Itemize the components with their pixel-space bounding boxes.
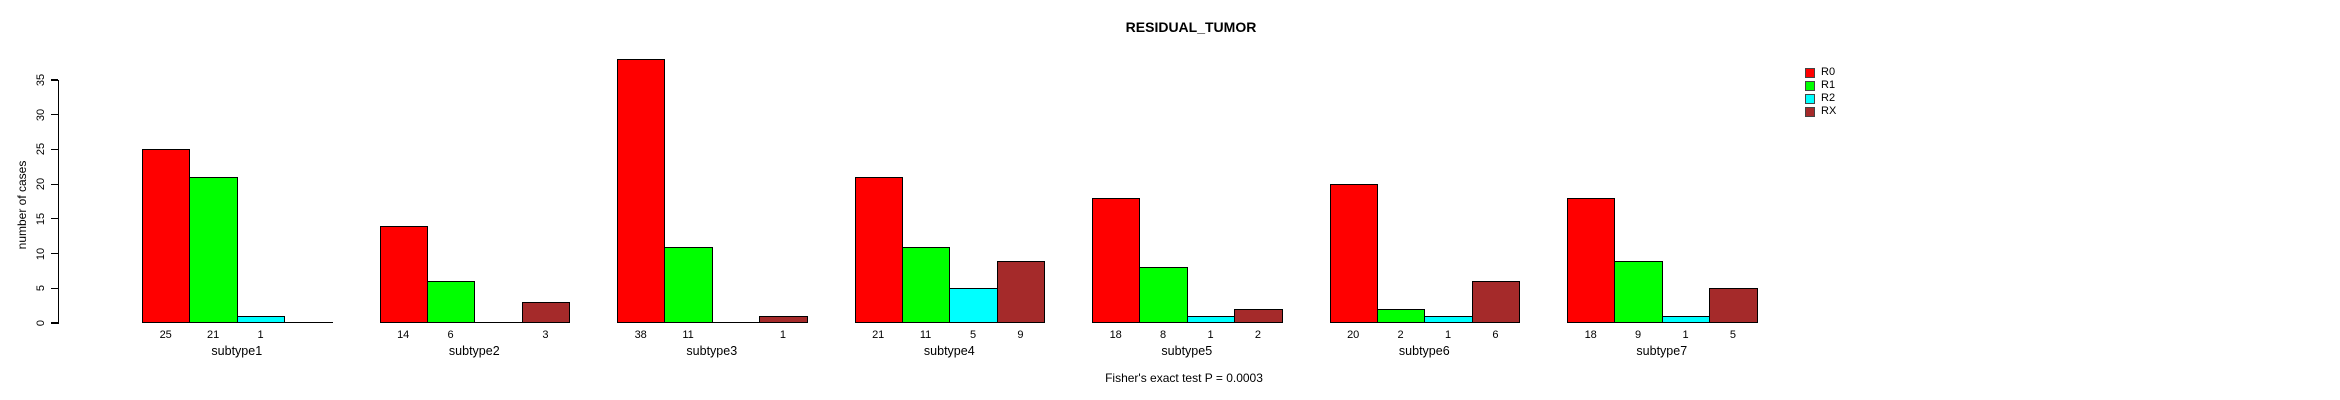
- bar-value-label: 1: [1682, 329, 1689, 341]
- legend-label: R2: [1821, 92, 1836, 104]
- bar-value-label: 11: [919, 329, 932, 341]
- y-tick: [51, 183, 58, 185]
- bar-value-label: 1: [1444, 329, 1452, 341]
- y-tick: [51, 79, 58, 81]
- y-tick: [51, 287, 58, 289]
- x-category-label: subtype6: [1398, 344, 1450, 358]
- bar-r0-subtype2: [379, 225, 428, 324]
- bar-r1-subtype5: [1139, 267, 1188, 324]
- legend-label: RX: [1821, 105, 1837, 117]
- bar-value-label: 21: [206, 329, 220, 341]
- bar-value-label: 2: [1397, 329, 1404, 341]
- bar-rx-subtype7: [1709, 288, 1758, 324]
- x-category-label: subtype2: [448, 344, 500, 358]
- bar-rx-subtype6: [1471, 281, 1521, 324]
- bar-r0-subtype5: [1092, 198, 1141, 324]
- y-tick-label: 10: [35, 247, 47, 260]
- y-axis-line: [57, 80, 60, 324]
- bar-value-label: 8: [1160, 329, 1167, 341]
- bar-rx-subtype4: [996, 260, 1046, 324]
- bar-r2-subtype7: [1661, 316, 1711, 324]
- y-tick-label: 5: [35, 285, 47, 292]
- bar-value-label: 20: [1347, 329, 1360, 341]
- legend-item-r0: R0: [1805, 66, 1836, 79]
- bar-value-label: 5: [1729, 329, 1736, 341]
- bar-value-label: 6: [447, 329, 454, 341]
- legend-swatch-r0: [1805, 67, 1815, 78]
- bar-value-label: 5: [969, 329, 977, 341]
- y-tick: [51, 148, 58, 151]
- bar-value-label: 18: [1584, 329, 1597, 341]
- legend-label: R1: [1821, 79, 1836, 91]
- legend-label: R0: [1821, 66, 1836, 78]
- legend-item-rx: RX: [1805, 105, 1836, 118]
- bar-r1-subtype7: [1614, 260, 1663, 324]
- bar-rx-subtype3: [759, 316, 808, 324]
- bar-value-label: 21: [872, 329, 885, 341]
- y-tick-label: 20: [35, 178, 47, 191]
- bar-value-label: 1: [779, 329, 786, 341]
- bar-value-label: 1: [1207, 329, 1214, 341]
- bar-value-label: 6: [1492, 329, 1499, 341]
- bar-value-label: 9: [1017, 329, 1024, 341]
- bar-r2-subtype1: [236, 316, 286, 324]
- chart-title: RESIDUAL_TUMOR: [1125, 19, 1257, 35]
- x-category-label: subtype1: [211, 344, 263, 358]
- bar-value-label: 11: [682, 329, 694, 341]
- bar-r0-subtype7: [1567, 198, 1616, 324]
- y-axis-label: number of cases: [15, 160, 29, 250]
- x-category-label: subtype4: [923, 344, 975, 358]
- bar-r0-subtype3: [617, 59, 666, 324]
- bar-value-label: 9: [1635, 329, 1642, 341]
- bar-value-label: 14: [397, 329, 410, 341]
- x-category-label: subtype3: [686, 344, 738, 358]
- y-tick-label: 30: [35, 108, 47, 121]
- bar-rx-subtype2: [521, 302, 571, 324]
- annotation-fisher-test: Fisher's exact test P = 0.0003: [1105, 371, 1263, 385]
- y-tick: [51, 252, 58, 255]
- legend-item-r2: R2: [1805, 92, 1836, 105]
- bar-r0-subtype1: [142, 149, 191, 324]
- bar-r0-subtype6: [1329, 184, 1378, 324]
- bar-value-label: 25: [159, 329, 172, 341]
- bar-value-label: 38: [634, 329, 647, 341]
- bar-r2-subtype6: [1424, 316, 1473, 324]
- legend-swatch-rx: [1805, 106, 1815, 117]
- bar-r1-subtype2: [426, 281, 476, 324]
- bar-r1-subtype3: [664, 246, 713, 324]
- bar-r0-subtype4: [854, 177, 903, 324]
- bar-r1-subtype6: [1376, 309, 1426, 324]
- bar-value-label: 18: [1109, 329, 1122, 341]
- bar-r2-subtype4: [949, 288, 998, 324]
- legend: R0 R1 R2 RX: [1805, 66, 1836, 118]
- bar-value-label: 1: [257, 329, 264, 341]
- y-tick-label: 25: [35, 143, 47, 156]
- y-tick-label: 0: [35, 319, 47, 327]
- legend-swatch-r1: [1805, 80, 1815, 91]
- y-tick: [51, 322, 58, 324]
- x-category-label: subtype7: [1636, 344, 1688, 358]
- legend-swatch-r2: [1805, 93, 1815, 104]
- y-tick: [51, 114, 58, 116]
- bar-rx-subtype5: [1234, 309, 1283, 324]
- bar-r1-subtype4: [901, 246, 951, 324]
- y-tick: [51, 218, 58, 220]
- bar-r2-subtype5: [1186, 316, 1236, 324]
- bar-value-label: 2: [1254, 329, 1261, 341]
- y-tick-label: 15: [35, 212, 47, 225]
- y-tick-label: 35: [35, 73, 47, 87]
- x-category-label: subtype5: [1161, 344, 1213, 358]
- bar-r1-subtype1: [189, 177, 238, 324]
- bar-value-label: 3: [542, 329, 549, 341]
- legend-item-r1: R1: [1805, 79, 1836, 92]
